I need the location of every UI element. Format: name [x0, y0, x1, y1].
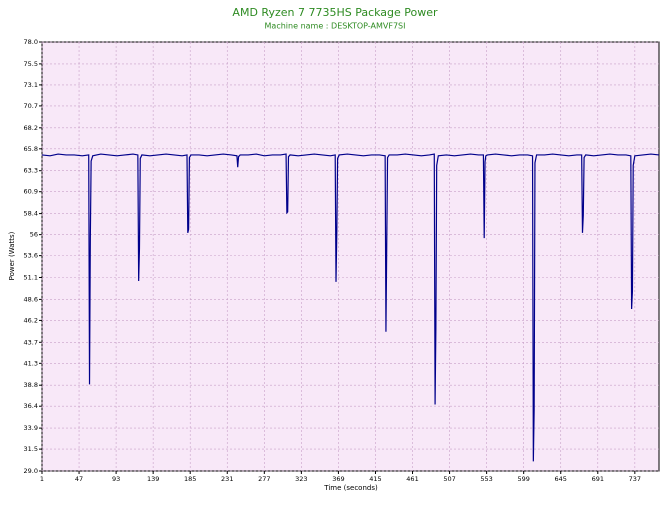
y-tick-label: 58.4 [24, 210, 38, 218]
y-tick-label: 48.6 [24, 295, 38, 303]
x-tick-label: 553 [480, 475, 492, 483]
plot-area [41, 41, 660, 472]
y-tick-label: 29.0 [24, 467, 38, 475]
chart-subtitle: Machine name : DESKTOP-AMVF7SI [265, 22, 406, 31]
y-tick-label: 53.6 [24, 252, 38, 260]
x-tick-label: 139 [147, 475, 159, 483]
y-tick-label: 31.5 [24, 445, 38, 453]
x-tick-label: 645 [555, 475, 567, 483]
y-tick-label: 65.8 [24, 145, 38, 153]
y-tick-label: 41.3 [24, 359, 38, 367]
y-tick-label: 46.2 [24, 316, 38, 324]
y-tick-label: 63.3 [24, 167, 38, 175]
y-tick-label: 75.5 [24, 60, 38, 68]
x-tick-label: 599 [517, 475, 529, 483]
x-tick-label: 93 [112, 475, 120, 483]
y-tick-label: 51.1 [24, 274, 38, 282]
y-tick-label: 73.1 [24, 81, 38, 89]
y-tick-label: 70.7 [24, 102, 38, 110]
x-tick-label: 277 [258, 475, 270, 483]
data-line [41, 153, 660, 462]
y-tick-label: 38.8 [24, 381, 38, 389]
y-tick-label: 60.9 [24, 188, 38, 196]
x-tick-label: 1 [40, 475, 44, 483]
x-tick-label: 461 [406, 475, 418, 483]
x-tick-label: 185 [184, 475, 196, 483]
y-tick-label: 56 [30, 231, 38, 239]
x-tick-label: 231 [221, 475, 233, 483]
y-tick-label: 33.9 [24, 424, 38, 432]
x-tick-label: 323 [295, 475, 307, 483]
x-tick-label: 737 [629, 475, 641, 483]
y-tick-label: 43.7 [24, 338, 38, 346]
x-tick-label: 507 [443, 475, 455, 483]
chart-title: AMD Ryzen 7 7735HS Package Power [232, 6, 438, 19]
x-tick-label: 691 [592, 475, 604, 483]
x-tick-label: 47 [75, 475, 83, 483]
y-tick-label: 68.2 [24, 124, 38, 132]
y-tick-label: 78.0 [24, 38, 38, 46]
x-axis-label: Time (seconds) [323, 484, 378, 492]
x-tick-label: 369 [332, 475, 344, 483]
y-tick-label: 36.4 [24, 402, 38, 410]
x-tick-label: 415 [369, 475, 381, 483]
y-axis-label: Power (Watts) [8, 231, 16, 280]
